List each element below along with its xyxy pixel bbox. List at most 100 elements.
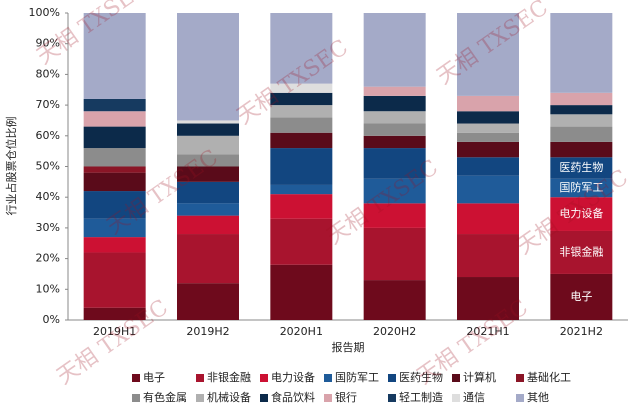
bar-segment	[457, 277, 519, 320]
bar-segment	[550, 105, 613, 115]
bar-segment	[363, 135, 426, 149]
bar-segment	[550, 13, 613, 93]
y-axis-title: 行业占股票仓位比例	[4, 117, 18, 216]
bar-segment	[270, 194, 333, 219]
y-tick-label: 90%	[36, 37, 60, 50]
legend-swatch	[452, 374, 460, 382]
y-tick-label: 30%	[36, 221, 60, 234]
bar-segment	[270, 132, 333, 149]
bar-segment	[270, 13, 333, 84]
bar-segment	[363, 13, 426, 87]
bar-segment	[457, 111, 519, 124]
legend-label: 机械设备	[207, 390, 251, 404]
bar-segment	[550, 273, 613, 320]
x-tick-label: 2020H2	[373, 325, 416, 338]
bar-segment	[457, 157, 519, 176]
bar-segment	[363, 203, 426, 228]
y-tick-label: 100%	[29, 6, 60, 19]
legend-label: 非银金融	[207, 370, 251, 384]
legend-label: 医药生物	[399, 370, 443, 384]
segment-label: 非银金融	[559, 244, 603, 258]
legend-swatch	[452, 394, 460, 402]
legend-swatch	[132, 394, 140, 402]
legend-swatch	[516, 374, 524, 382]
bar-segment	[270, 148, 333, 185]
legend-label: 电子	[143, 371, 165, 384]
x-tick-label: 2021H1	[466, 325, 509, 338]
bar-segment	[457, 234, 519, 278]
legend-swatch	[388, 374, 396, 382]
bar-segment	[83, 252, 146, 308]
bar-segment	[270, 117, 333, 133]
bar-segment	[363, 178, 426, 204]
legend-label: 有色金属	[143, 390, 187, 404]
bar-segment	[363, 111, 426, 124]
bar-segment	[270, 105, 333, 118]
bar-segment	[83, 172, 146, 192]
legend-label: 食品饮料	[271, 390, 315, 404]
legend-label: 通信	[463, 391, 485, 404]
bar-segment	[83, 111, 146, 127]
bar-segment	[457, 141, 519, 158]
bar-segment	[177, 181, 239, 204]
bar-segment	[363, 280, 426, 320]
bar-segment	[83, 126, 146, 149]
x-axis-title: 报告期	[332, 340, 365, 354]
legend-label: 其他	[527, 391, 549, 404]
bar-segment	[83, 218, 146, 238]
bar-segment	[83, 191, 146, 219]
legend-label: 国防军工	[335, 370, 379, 384]
bar-segment	[363, 148, 426, 179]
bar-segment	[270, 218, 333, 265]
segment-label: 国防军工	[559, 180, 603, 194]
legend-swatch	[388, 394, 396, 402]
y-tick-label: 20%	[36, 252, 60, 265]
legend-swatch	[324, 394, 332, 402]
bar-segment	[83, 13, 146, 99]
y-tick-label: 80%	[36, 67, 60, 80]
bar-segment	[177, 154, 239, 167]
y-tick-label: 70%	[36, 98, 60, 111]
legend-label: 轻工制造	[399, 390, 443, 404]
bar-segment	[550, 126, 613, 142]
bar-segment	[270, 92, 333, 106]
y-tick-label: 0%	[43, 313, 60, 326]
x-tick-label: 2019H1	[93, 325, 136, 338]
segment-label: 电子	[570, 290, 592, 303]
legend-label: 计算机	[463, 370, 496, 384]
bar-segment	[363, 86, 426, 96]
bar-segment	[177, 166, 239, 182]
bar-segment	[363, 227, 426, 281]
bar-segment	[457, 123, 519, 133]
bar-segment	[550, 230, 613, 274]
legend-swatch	[132, 374, 140, 382]
y-tick-label: 40%	[36, 190, 60, 203]
legend-swatch	[260, 394, 268, 402]
bar-segment	[457, 203, 519, 235]
bar-segment	[550, 197, 613, 231]
legend-label: 基础化工	[527, 370, 571, 384]
bar-segment	[270, 83, 333, 93]
bar-segment	[363, 95, 426, 112]
bar-segment	[457, 95, 519, 112]
x-tick-label: 2019H2	[186, 325, 229, 338]
bar-segment	[457, 132, 519, 142]
bar-segment	[550, 92, 613, 106]
legend-swatch	[196, 374, 204, 382]
legend-swatch	[196, 394, 204, 402]
y-tick-label: 10%	[36, 282, 60, 295]
bar-segment	[177, 215, 239, 235]
bar-segment	[177, 234, 239, 284]
legend-swatch	[260, 374, 268, 382]
bar-segment	[457, 175, 519, 204]
x-tick-label: 2021H2	[560, 325, 603, 338]
bar-segment	[83, 166, 146, 173]
bar-segment	[83, 98, 146, 112]
bar-segment	[363, 123, 426, 136]
legend-label: 银行	[335, 390, 357, 404]
bar-segment	[177, 135, 239, 155]
bar-segment	[550, 141, 613, 158]
y-tick-label: 50%	[36, 160, 60, 173]
